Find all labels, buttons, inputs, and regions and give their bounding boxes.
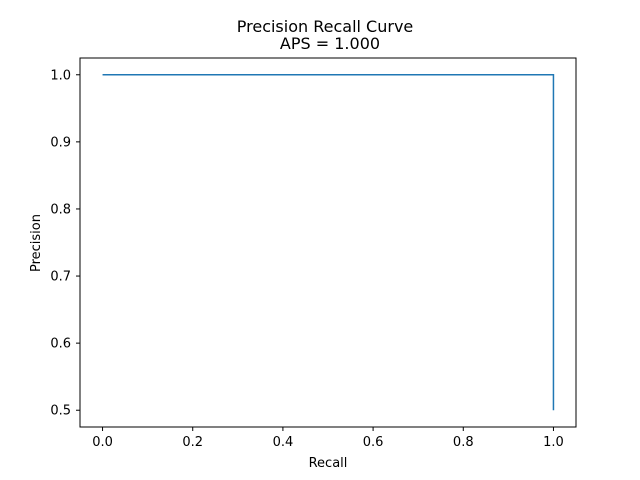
pr-curve-line [102,74,555,411]
chart-subtitle: APS = 1.000 [280,34,380,53]
x-axis-label: Recall [309,456,348,471]
y-tick-label: 0.9 [50,135,71,150]
y-axis-label: Precision [29,214,44,272]
y-tick-label: 0.7 [50,270,71,285]
x-tick-label: 1.0 [543,435,564,450]
plot-series [102,74,555,411]
x-tick-label: 0.4 [273,435,294,450]
chart-title: Precision Recall Curve [237,17,414,36]
y-tick-label: 0.8 [50,202,71,217]
y-tick-label: 0.6 [50,337,71,352]
x-tick-label: 0.0 [92,435,113,450]
y-tick-label: 1.0 [50,68,71,83]
axis-ticks: 0.0 0.2 0.4 0.6 0.8 1.0 0.5 0.6 0.7 0.8 0.9 1.0 [50,68,563,450]
x-tick-label: 0.8 [453,435,474,450]
x-tick-label: 0.2 [182,435,203,450]
x-tick-label: 0.6 [363,435,384,450]
plot-frame [79,57,577,428]
y-tick-label: 0.5 [50,404,71,419]
